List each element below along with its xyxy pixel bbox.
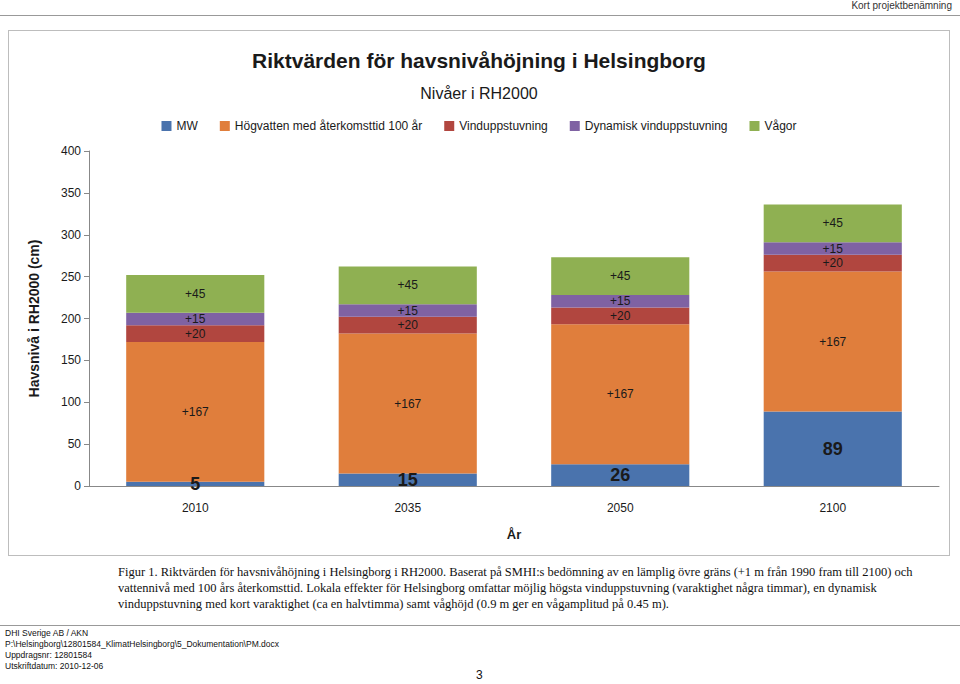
svg-text:300: 300 [61, 228, 81, 242]
svg-text:+20: +20 [823, 256, 844, 270]
svg-text:MW: MW [176, 119, 198, 133]
svg-text:+167: +167 [394, 397, 421, 411]
svg-text:+167: +167 [182, 405, 209, 419]
svg-text:+45: +45 [823, 216, 844, 230]
svg-text:+167: +167 [819, 335, 846, 349]
svg-text:15: 15 [398, 470, 418, 490]
svg-text:+20: +20 [185, 327, 206, 341]
svg-text:0: 0 [74, 479, 81, 493]
svg-text:150: 150 [61, 353, 81, 367]
svg-text:+20: +20 [398, 318, 419, 332]
html-text:Utskriftdatum: 2010-12-06: Utskriftdatum: 2010-12-06 [5, 661, 104, 671]
svg-text:26: 26 [610, 465, 630, 485]
svg-text:400: 400 [61, 144, 81, 158]
svg-text:100: 100 [61, 395, 81, 409]
svg-text:Havsnivå i RH2000 (cm): Havsnivå i RH2000 (cm) [26, 240, 42, 398]
svg-text:250: 250 [61, 270, 81, 284]
svg-text:Riktvärden för havsnivåhöjning: Riktvärden för havsnivåhöjning i Helsing… [252, 49, 706, 72]
svg-text:Högvatten med återkomsttid 100: Högvatten med återkomsttid 100 år [235, 119, 422, 133]
svg-text:+15: +15 [398, 304, 419, 318]
svg-text:350: 350 [61, 186, 81, 200]
svg-text:+167: +167 [607, 387, 634, 401]
svg-text:+15: +15 [610, 294, 631, 308]
html-text:3: 3 [476, 668, 483, 682]
svg-text:200: 200 [61, 312, 81, 326]
svg-text:2050: 2050 [607, 501, 634, 515]
svg-text:2010: 2010 [182, 501, 209, 515]
html-text:Uppdragsnr: 12801584: Uppdragsnr: 12801584 [5, 650, 92, 660]
svg-text:89: 89 [823, 439, 843, 459]
svg-text:2035: 2035 [394, 501, 421, 515]
svg-text:50: 50 [68, 437, 82, 451]
svg-text:5: 5 [190, 474, 200, 494]
svg-text:+45: +45 [185, 287, 206, 301]
html-text:DHI Sverige AB / AKN: DHI Sverige AB / AKN [5, 628, 89, 638]
html-text:P:\Helsingborg\12801584_Klimat: P:\Helsingborg\12801584_KlimatHelsingbor… [5, 639, 280, 649]
svg-text:+45: +45 [398, 278, 419, 292]
svg-text:År: År [507, 527, 521, 542]
svg-text:Vågor: Vågor [764, 119, 796, 133]
svg-text:+15: +15 [185, 312, 206, 326]
html-text:Kort projektbenämning: Kort projektbenämning [851, 0, 952, 11]
svg-text:2100: 2100 [819, 501, 846, 515]
svg-text:Vinduppstuvning: Vinduppstuvning [459, 119, 548, 133]
svg-text:+15: +15 [823, 242, 844, 256]
svg-text:+20: +20 [610, 309, 631, 323]
svg-text:+45: +45 [610, 269, 631, 283]
svg-text:Dynamisk vinduppstuvning: Dynamisk vinduppstuvning [585, 119, 728, 133]
svg-text:Nivåer i RH2000: Nivåer i RH2000 [420, 85, 537, 102]
html-text:Figur 1. Riktvärden för havsni: Figur 1. Riktvärden för havsnivåhöjning … [118, 565, 913, 611]
